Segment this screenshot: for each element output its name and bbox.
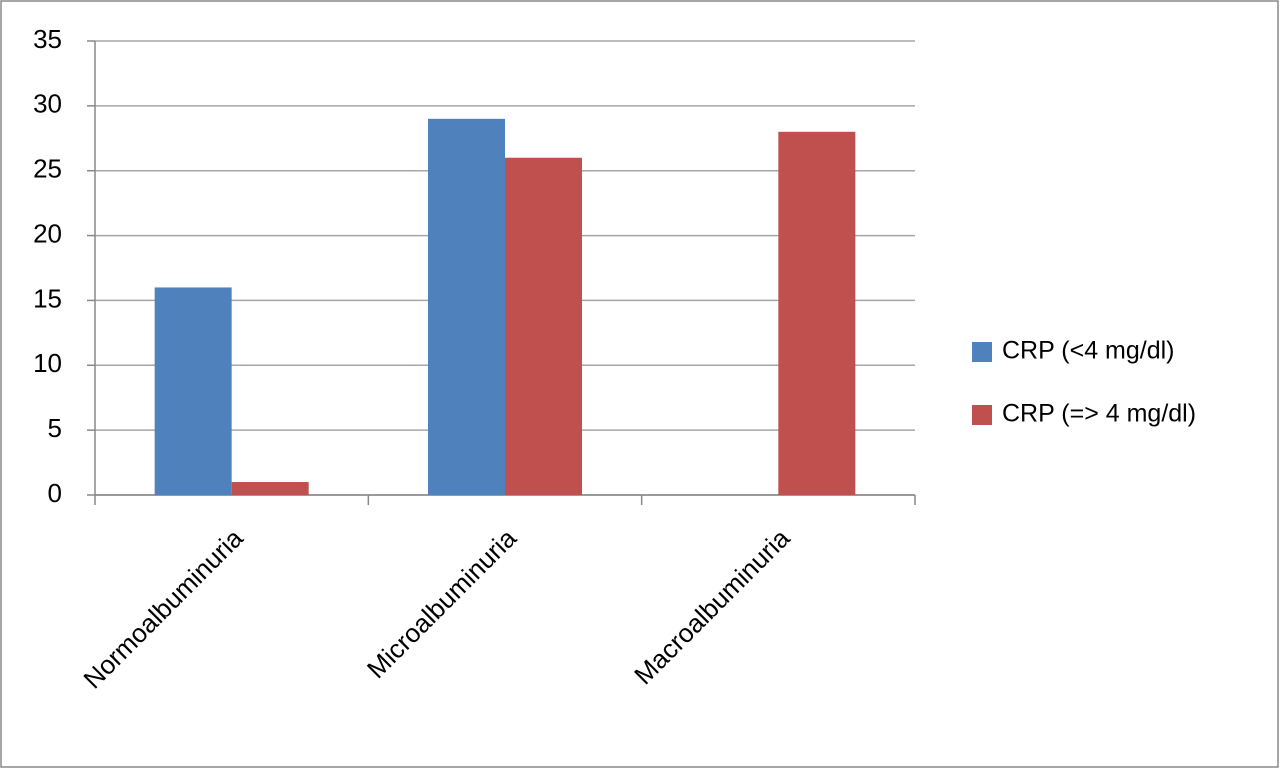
legend-label: CRP (<4 mg/dl) (1002, 337, 1175, 365)
bar (778, 131, 856, 496)
y-tick-label: 30 (33, 89, 62, 119)
legend-swatch (972, 405, 992, 425)
y-tick-label: 20 (33, 218, 62, 248)
bar (428, 118, 505, 495)
legend-swatch (972, 342, 992, 362)
y-tick-label: 5 (48, 413, 62, 443)
y-tick-label: 35 (33, 24, 62, 54)
bar (505, 157, 582, 495)
bar (154, 287, 232, 495)
y-tick-label: 10 (33, 348, 62, 378)
bar (231, 482, 309, 495)
legend-label: CRP (=> 4 mg/dl) (1002, 400, 1196, 428)
y-tick-label: 15 (33, 283, 62, 313)
y-tick-label: 25 (33, 154, 62, 184)
y-tick-label: 0 (48, 478, 62, 508)
